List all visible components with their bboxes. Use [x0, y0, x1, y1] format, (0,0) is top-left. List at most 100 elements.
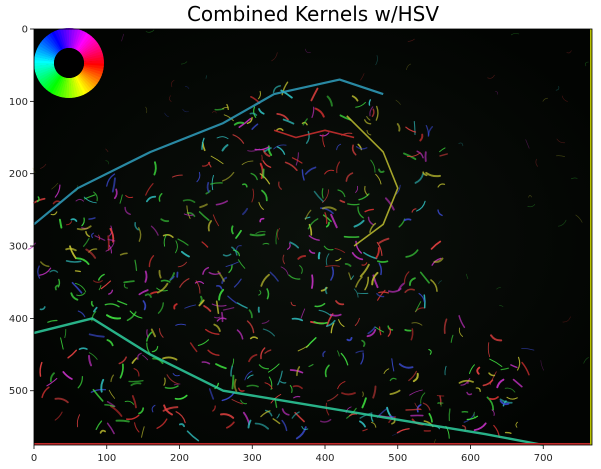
edge-stroke: [36, 196, 40, 203]
edge-stroke: [374, 326, 385, 333]
edge-stroke: [476, 366, 481, 375]
edge-stroke: [376, 293, 385, 298]
edge-stroke: [575, 214, 583, 223]
edge-stroke: [254, 146, 270, 151]
edge-stroke: [142, 300, 147, 311]
edge-stroke: [325, 265, 340, 268]
edge-stroke: [500, 367, 509, 371]
edge-stroke: [335, 300, 345, 306]
edge-stroke: [199, 203, 208, 209]
edge-stroke: [93, 306, 98, 313]
color-wheel-segment: [65, 28, 70, 49]
edge-stroke: [76, 292, 86, 297]
color-wheel-segment: [70, 28, 76, 49]
edge-stroke: [186, 205, 191, 219]
edge-stroke: [407, 38, 415, 42]
edge-stroke: [280, 89, 293, 99]
edge-stroke: [361, 262, 368, 266]
color-wheel-segment: [36, 47, 56, 58]
edge-stroke: [110, 374, 115, 383]
edge-stroke: [90, 388, 107, 393]
edge-stroke: [468, 364, 475, 375]
edge-stroke: [54, 411, 63, 421]
edge-stroke: [206, 181, 210, 193]
edge-stroke: [39, 361, 43, 377]
edge-stroke: [222, 307, 235, 311]
color-wheel-segment: [35, 67, 56, 78]
edge-stroke: [97, 273, 105, 281]
color-wheel-segment: [81, 42, 100, 56]
edge-stroke: [254, 422, 270, 430]
edge-stroke: [115, 419, 130, 423]
edge-stroke: [113, 188, 118, 200]
edge-stroke: [158, 328, 164, 338]
edge-stroke: [189, 342, 198, 353]
edge-stroke: [163, 377, 166, 386]
edge-stroke: [246, 117, 253, 125]
edge-stroke: [207, 220, 212, 232]
edge-stroke: [105, 160, 110, 165]
edge-stroke: [162, 356, 178, 361]
y-tick-label: 300: [9, 242, 28, 253]
edge-stroke: [420, 392, 426, 404]
edge-stroke: [238, 117, 252, 128]
edge-stroke: [173, 303, 178, 310]
edge-stroke: [258, 108, 265, 115]
edge-stroke: [291, 317, 304, 322]
edge-stroke: [216, 284, 223, 290]
edge-stroke: [566, 50, 572, 54]
edge-stroke: [27, 242, 36, 250]
edge-stroke: [241, 160, 254, 166]
edge-stroke: [141, 426, 145, 438]
edge-stroke: [238, 387, 245, 392]
edge-stroke: [558, 219, 567, 227]
color-wheel-segment: [51, 75, 63, 95]
edge-stroke: [107, 235, 110, 251]
edge-stroke: [52, 200, 61, 205]
edge-stroke: [70, 218, 78, 222]
edge-stroke: [322, 214, 332, 223]
edge-stroke: [138, 407, 145, 415]
edge-stroke: [158, 269, 162, 279]
edge-stroke: [370, 159, 376, 173]
edge-stroke: [404, 288, 416, 294]
color-wheel-segment: [83, 59, 104, 64]
edge-stroke: [301, 425, 309, 430]
color-wheel-segment: [48, 32, 62, 51]
edge-stroke: [297, 255, 307, 260]
edge-stroke: [378, 237, 390, 244]
edge-stroke: [311, 106, 315, 118]
edge-stroke: [134, 259, 138, 272]
edge-stroke: [325, 402, 330, 416]
y-tick-label: 400: [9, 314, 28, 325]
image-background: [34, 29, 592, 445]
edge-stroke: [281, 408, 290, 416]
edge-stroke: [208, 161, 212, 168]
edge-stroke: [403, 271, 410, 284]
edge-stroke: [41, 386, 50, 399]
edge-stroke: [117, 300, 128, 306]
edge-stroke: [138, 289, 149, 296]
edge-stroke: [262, 160, 272, 168]
x-tick-label: 600: [461, 453, 480, 464]
edge-stroke: [276, 413, 280, 419]
edge-stroke: [201, 241, 209, 248]
edge-stroke: [75, 257, 90, 266]
edge-stroke: [280, 266, 289, 276]
edge-stroke: [384, 197, 395, 211]
edge-stroke: [282, 254, 286, 265]
edge-stroke: [448, 408, 451, 422]
edge-stroke: [521, 361, 530, 376]
edge-stroke: [54, 284, 59, 291]
edge-stroke: [259, 217, 265, 223]
color-wheel-segment: [34, 53, 55, 61]
edge-stroke: [172, 373, 180, 377]
edge-stroke: [361, 397, 367, 409]
axes-frame: [33, 28, 593, 446]
edge-stroke: [194, 280, 205, 285]
edge-stroke: [304, 209, 312, 220]
edge-stroke: [184, 304, 197, 309]
edge-stroke: [486, 396, 495, 411]
edge-stroke: [375, 247, 380, 259]
edge-stroke: [123, 280, 135, 284]
